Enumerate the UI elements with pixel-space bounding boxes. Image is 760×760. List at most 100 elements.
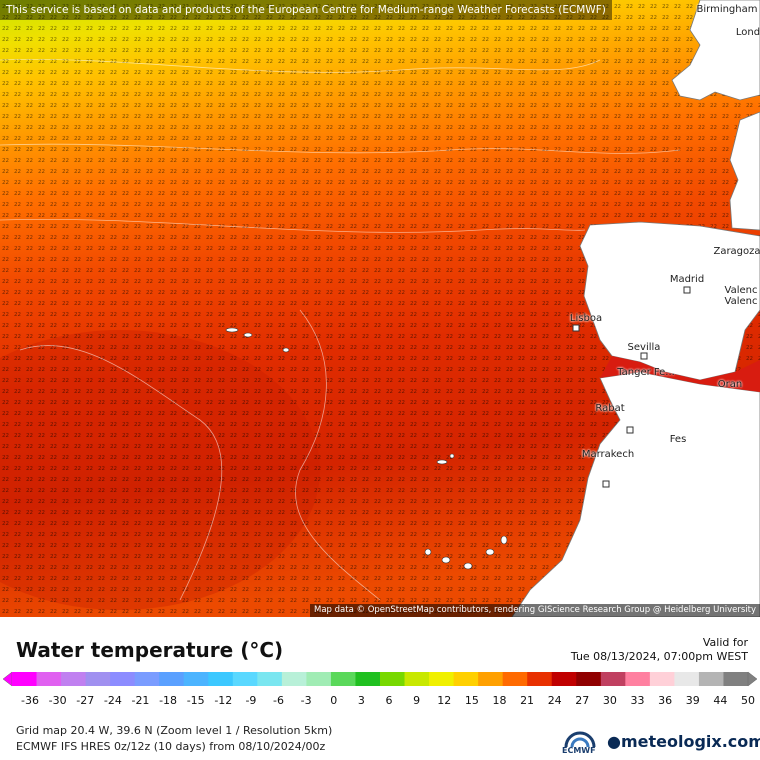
colorbar-segment xyxy=(85,672,111,686)
colorbar-tick-label: -3 xyxy=(301,694,312,707)
ecmwf-logo-icon xyxy=(564,731,596,748)
colorbar-tick-label: 36 xyxy=(658,694,672,707)
ecmwf-attribution: This service is based on data and produc… xyxy=(0,0,612,20)
colorbar-segment xyxy=(625,672,651,686)
city-madrid: Madrid xyxy=(669,274,705,285)
colorbar-segment xyxy=(355,672,381,686)
valid-for-label: Valid for xyxy=(702,636,748,649)
colorbar-segment xyxy=(12,672,38,686)
colorbar-segment xyxy=(576,672,602,686)
colorbar-tick-label: -24 xyxy=(104,694,122,707)
colorbar-segment xyxy=(478,672,504,686)
azores-islands xyxy=(225,327,290,353)
city-tanger: Tanger Fe... xyxy=(617,367,675,378)
colorbar-tick-label: -6 xyxy=(273,694,284,707)
colorbar-tick-label: 50 xyxy=(741,694,755,707)
colorbar-tick-label: 27 xyxy=(575,694,589,707)
grid-info: Grid map 20.4 W, 39.6 N (Zoom level 1 / … xyxy=(16,724,333,737)
city-dot-lisboa xyxy=(572,324,580,332)
colorbar-segment xyxy=(61,672,87,686)
city-valencia-1: Valenc xyxy=(724,285,758,296)
colorbar-segment xyxy=(281,672,307,686)
colorbar-segment xyxy=(208,672,234,686)
madeira-islands xyxy=(436,453,455,465)
land-north-africa xyxy=(511,371,760,617)
colorbar-segment xyxy=(551,672,577,686)
land-great-britain xyxy=(671,0,760,101)
colorbar-tick-label: -27 xyxy=(76,694,94,707)
color-scale-bar: -36 -30 -27 -24 -21 -18 -15 -12 -9 -6 -3 0 3 6 9 12 15 18… xyxy=(2,671,758,707)
city-fes: Fes xyxy=(669,434,687,445)
city-dot-sevilla xyxy=(640,352,648,360)
canary-islands xyxy=(424,535,508,570)
colorbar-tick-label: -9 xyxy=(245,694,256,707)
colorbar-segment xyxy=(257,672,283,686)
colorbar-tick-label: -21 xyxy=(131,694,149,707)
colorbar-segment xyxy=(723,672,749,686)
colorbar-tick-label: -15 xyxy=(187,694,205,707)
colorbar-tick-label: 6 xyxy=(386,694,393,707)
city-birmingham: Birmingham xyxy=(696,4,758,15)
colorbar-tick-label: 30 xyxy=(603,694,617,707)
colorbar-segment xyxy=(183,672,209,686)
colorbar-segment xyxy=(36,672,62,686)
colorbar-segment xyxy=(404,672,430,686)
city-marrakech: Marrakech xyxy=(581,449,635,460)
colorbar-tick-label: 44 xyxy=(713,694,727,707)
city-dot-rabat xyxy=(626,426,634,434)
water-temperature-map[interactable]: 22 xyxy=(0,0,760,617)
colorbar-tick-label: 33 xyxy=(631,694,645,707)
city-valencia-2: Valenc xyxy=(724,296,758,307)
city-lisboa: Lisboa xyxy=(569,313,603,324)
colorbar-segment xyxy=(232,672,258,686)
colorbar-segment xyxy=(649,672,675,686)
colorbar-tick-label: 15 xyxy=(465,694,479,707)
colorbar-segment xyxy=(110,672,136,686)
colorbar-segment xyxy=(698,672,724,686)
colorbar-segment xyxy=(453,672,479,686)
mediterranean-sea xyxy=(600,356,760,392)
colorbar-right-arrow xyxy=(747,671,758,687)
city-rabat: Rabat xyxy=(595,403,625,414)
city-zaragoza: Zaragoza xyxy=(713,246,760,257)
colorbar-segment xyxy=(159,672,185,686)
colorbar-segment xyxy=(380,672,406,686)
isotherm-lines xyxy=(0,58,681,601)
colorbar-segment xyxy=(674,672,700,686)
ecmwf-logo-text: ECMWF xyxy=(562,746,596,755)
colorbar-segment xyxy=(527,672,553,686)
colorbar-segment xyxy=(330,672,356,686)
legend-title: Water temperature (°C) xyxy=(16,638,284,662)
map-data-attribution: Map data © OpenStreetMap contributors, r… xyxy=(310,604,760,617)
land-france xyxy=(729,111,760,231)
colorbar-segment xyxy=(306,672,332,686)
colorbar-tick-label: -30 xyxy=(49,694,67,707)
colorbar-tick-label: 0 xyxy=(330,694,337,707)
meteologix-logo[interactable]: ●meteologix.com xyxy=(607,732,760,751)
city-dot-marrakech xyxy=(602,480,610,488)
colorbar-segment xyxy=(600,672,626,686)
colorbar-tick-label: 9 xyxy=(413,694,420,707)
colorbar-tick-label: 3 xyxy=(358,694,365,707)
map-canvas: 22 xyxy=(0,0,760,617)
city-dot-madrid xyxy=(683,286,691,294)
colorbar-tick-label: -18 xyxy=(159,694,177,707)
colorbar-tick-label: 24 xyxy=(548,694,562,707)
colorbar-segment xyxy=(134,672,160,686)
valid-date: Tue 08/13/2024, 07:00pm WEST xyxy=(570,650,748,663)
colorbar-tick-label: -12 xyxy=(214,694,232,707)
meteologix-icon: ● xyxy=(607,732,621,751)
colorbar-tick-label: -36 xyxy=(21,694,39,707)
model-info: ECMWF IFS HRES 0z/12z (10 days) from 08/… xyxy=(16,740,326,753)
colorbar-segment xyxy=(429,672,455,686)
city-oran: Oran xyxy=(717,379,743,390)
meteologix-logo-text: meteologix.com xyxy=(620,732,760,751)
colorbar-segment xyxy=(502,672,528,686)
colorbar-left-arrow xyxy=(2,671,13,687)
colorbar-tick-label: 12 xyxy=(437,694,451,707)
colorbar-tick-label: 21 xyxy=(520,694,534,707)
city-london: Lond xyxy=(735,27,760,38)
city-sevilla: Sevilla xyxy=(627,342,661,353)
colorbar-tick-label: 39 xyxy=(686,694,700,707)
colorbar-tick-label: 18 xyxy=(492,694,506,707)
